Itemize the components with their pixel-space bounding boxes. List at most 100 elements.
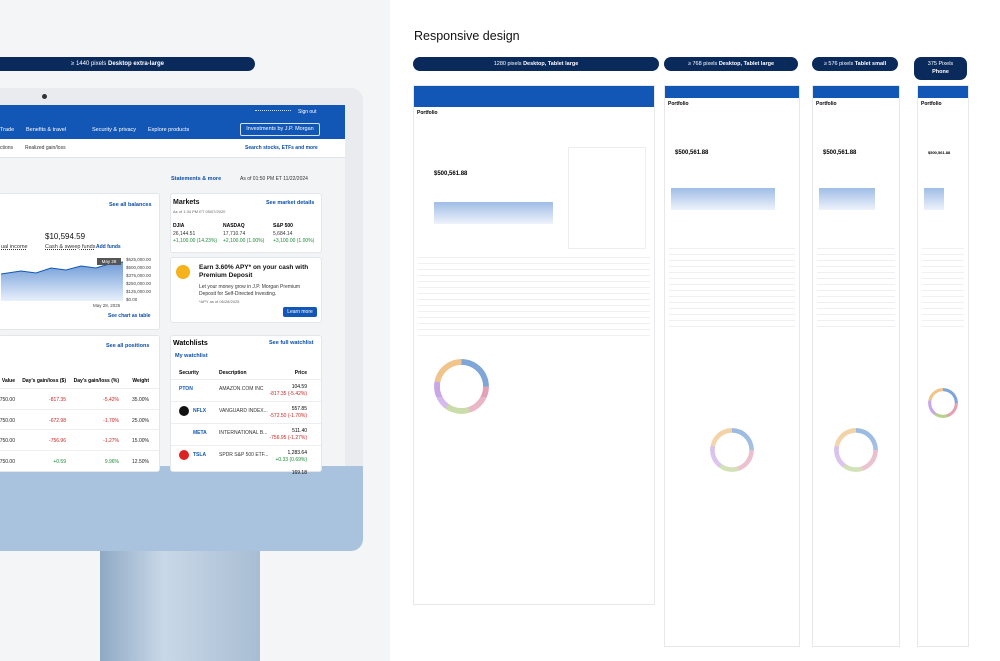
balances-card: See all balances $10,594.59 ual income Cash…: [0, 193, 160, 330]
cell: 750.00: [0, 458, 15, 465]
link[interactable]: See all positions: [106, 343, 150, 349]
thumb-title: Portfolio: [417, 110, 438, 116]
y-axis-label: $125,000.00: [126, 289, 152, 294]
breakpoint-label: Tablet small: [854, 61, 887, 67]
subnav-tab[interactable]: ctions: [0, 145, 14, 151]
cell: -756.96: [49, 438, 66, 444]
row-divider: [0, 408, 159, 410]
nav-menu-item[interactable]: Security & privacy: [92, 127, 137, 133]
breakpoint-thumbnail: Portfolio $500,561.88: [812, 85, 900, 647]
promo-footnote: *APY as of 06/28/2025: [199, 299, 240, 304]
thumb-title: Portfolio: [921, 101, 942, 107]
subnav: [0, 139, 345, 158]
thumb-row: [817, 266, 895, 267]
sign-out[interactable]: Sign out: [298, 109, 317, 115]
promo-button[interactable]: Learn more: [283, 307, 317, 317]
row-divider: [171, 379, 321, 380]
promo-card: Earn 3.60% APY* on your cash with Premiu…: [170, 257, 322, 323]
thumb-row: [669, 272, 795, 273]
nav-menu-item[interactable]: Benefits & travel: [26, 127, 67, 133]
subnav-tab[interactable]: Realized gain/loss: [25, 145, 66, 151]
price: 511.40: [292, 428, 307, 434]
symbol: NFLX: [193, 408, 207, 414]
security-icon: [179, 428, 189, 438]
description: AMAZON.COM INC: [219, 386, 264, 392]
add-funds[interactable]: Add funds: [96, 244, 121, 250]
index-value: 17,710.74: [223, 231, 246, 237]
thumb-row: [669, 290, 795, 291]
breakpoint-width: ≥ 576 pixels: [823, 61, 854, 67]
account-button[interactable]: Investments by J.P. Morgan: [240, 123, 320, 136]
thumb-row: [922, 254, 964, 255]
thumb-value: $500,561.88: [434, 171, 468, 177]
description: INTERNATIONAL B...: [219, 430, 268, 436]
cell: 750.00: [0, 438, 15, 444]
thumb-row: [669, 254, 795, 255]
breakpoint-pill: ≥ 768 pixels Desktop, Tablet large: [664, 57, 798, 71]
thumb-row: [418, 305, 650, 306]
statements[interactable]: Statements & more: [171, 176, 222, 182]
thumb-row: [418, 269, 650, 270]
cell: 35.00%: [132, 397, 149, 403]
thumb-header: [665, 86, 799, 98]
nav-menu-item[interactable]: Trade: [0, 127, 15, 133]
column-header: Price: [294, 370, 307, 376]
thumb-row: [418, 257, 650, 258]
date-label: May 28, 2025: [93, 303, 121, 308]
y-axis-label: $375,000.00: [126, 273, 152, 278]
index-name: S&P 500: [273, 223, 293, 229]
as-of: As of 1:34 PM ET 05/07/2020: [173, 209, 226, 214]
line: [1, 261, 123, 275]
nav-menu-item[interactable]: Explore products: [148, 127, 190, 133]
row-divider: [0, 449, 159, 451]
cash-value: $10,594.59: [45, 232, 86, 241]
thumb-row: [922, 302, 964, 303]
thumb-row: [817, 302, 895, 303]
thumb-row: [669, 260, 795, 261]
thumb-row: [922, 248, 964, 249]
breakpoint-thumbnail: Portfolio $500,561.88: [917, 85, 969, 647]
column-header: Weight: [132, 378, 149, 384]
thumb-value: $500,561.88: [675, 150, 709, 156]
cell: -817.35: [49, 397, 66, 403]
thumb-row: [669, 278, 795, 279]
cell: 750.00: [0, 417, 15, 424]
thumb-row: [817, 308, 895, 309]
link[interactable]: See all balances: [109, 202, 152, 208]
thumb-row: [669, 326, 795, 327]
symbol: META: [193, 430, 207, 436]
thumb-row: [669, 296, 795, 297]
breakpoint-label: Phone: [932, 69, 949, 75]
row-divider: [171, 445, 321, 446]
link[interactable]: See market details: [266, 200, 315, 206]
breakpoint-width: ≥ 768 pixels: [687, 61, 718, 67]
thumb-title: Portfolio: [668, 101, 689, 107]
thumb-title: Portfolio: [816, 101, 837, 107]
thumb-row: [418, 317, 650, 318]
symbol: TSLA: [193, 452, 207, 458]
camera: [42, 94, 47, 99]
index-change: +1,100.00 (14.23%): [173, 238, 218, 244]
thumb-row: [817, 272, 895, 273]
search-link[interactable]: Search stocks, ETFs and more: [245, 145, 318, 151]
security-icon: [179, 406, 189, 416]
change: +0.33 (0.69%): [275, 457, 307, 463]
thumb-row: [418, 311, 650, 312]
thumb-row: [418, 275, 650, 276]
breakpoint-width: 1280 pixels: [493, 61, 522, 67]
index-change: +3,100.00 (1.00%): [273, 238, 315, 244]
banner-width: ≥ 1440 pixels: [70, 61, 107, 67]
breakpoint-width: 375 Pixels: [927, 61, 954, 67]
breakpoint-label: Desktop, Tablet large: [523, 61, 579, 67]
thumb-row: [922, 296, 964, 297]
table-link[interactable]: See chart as table: [108, 313, 151, 319]
positions-card: See all positions Value Day's gain/loss ($…: [0, 335, 160, 472]
y-axis-label: $250,000.00: [126, 281, 152, 286]
link[interactable]: See full watchlist: [269, 340, 314, 346]
list-select[interactable]: My watchlist: [175, 353, 208, 359]
thumb-value: $500,561.88: [823, 150, 857, 156]
thumb-row: [922, 278, 964, 279]
thumb-row: [418, 329, 650, 330]
thumb-row: [817, 278, 895, 279]
